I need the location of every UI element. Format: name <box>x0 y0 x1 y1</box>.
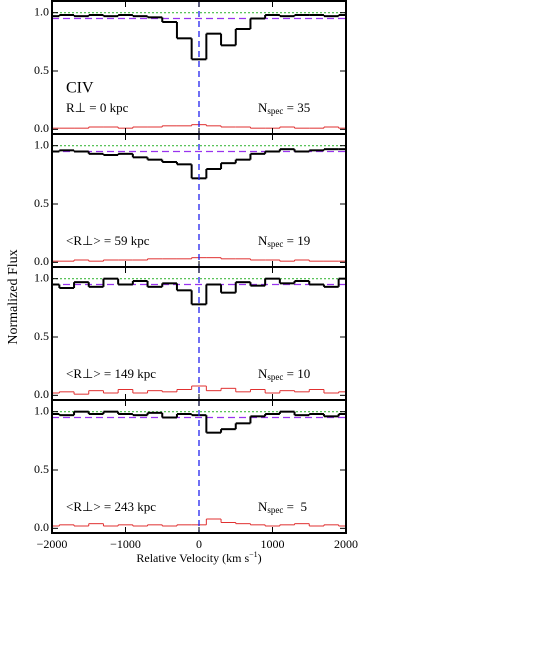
y-tick-label: 0.5 <box>34 462 49 476</box>
plot-area <box>52 1 346 134</box>
x-tick-label: −2000 <box>37 537 68 551</box>
y-tick-label: 1.0 <box>34 403 49 417</box>
x-tick-label: −1000 <box>110 537 141 551</box>
y-tick-label: 0.0 <box>34 387 49 401</box>
nspec-sub: spec <box>267 239 283 249</box>
nspec-rest: = 5 <box>283 499 307 514</box>
x-label-text: Relative Velocity (km s <box>136 551 249 565</box>
panel: 0.0 0.5 1.0 <R⊥> = 149 kpc Nspec = 10 <box>34 266 347 401</box>
y-tick-label: 0.5 <box>34 63 49 77</box>
nspec-sub: spec <box>267 505 283 515</box>
nspec-sub: spec <box>267 106 283 116</box>
impact-label: <R⊥> = 243 kpc <box>66 499 156 514</box>
y-tick-label: 0.5 <box>34 196 49 210</box>
nspec-main: N <box>258 233 268 248</box>
nspec-main: N <box>258 366 268 381</box>
plot-area <box>52 400 346 533</box>
x-axis-label: Relative Velocity (km s−1) <box>136 550 261 565</box>
x-tick-label: 2000 <box>334 537 358 551</box>
x-label-sup: −1 <box>249 550 258 559</box>
panel: 0.0 0.5 1.0 CIV R⊥ = 0 kpc Nspec = 35 <box>34 0 347 135</box>
impact-label: <R⊥> = 59 kpc <box>66 233 150 248</box>
nspec-label: Nspec = 5 <box>258 499 307 515</box>
y-tick-label: 1.0 <box>34 270 49 284</box>
plot-area <box>52 134 346 267</box>
y-tick-label: 0.5 <box>34 329 49 343</box>
y-tick-label: 1.0 <box>34 137 49 151</box>
nspec-main: N <box>258 499 268 514</box>
plot-area <box>52 267 346 400</box>
ion-label: CIV <box>66 80 94 97</box>
y-tick-label: 1.0 <box>34 4 49 18</box>
impact-label: R⊥ = 0 kpc <box>66 100 129 115</box>
y-tick-label: 0.0 <box>34 254 49 268</box>
y-tick-label: 0.0 <box>34 520 49 534</box>
nspec-rest: = 19 <box>283 233 310 248</box>
nspec-main: N <box>258 100 268 115</box>
nspec-sub: spec <box>267 372 283 382</box>
nspec-label: Nspec = 35 <box>258 100 310 116</box>
impact-label: <R⊥> = 149 kpc <box>66 366 156 381</box>
nspec-label: Nspec = 10 <box>258 366 310 382</box>
y-tick-label: 0.0 <box>34 121 49 135</box>
nspec-rest: = 35 <box>283 100 310 115</box>
x-tick-label: 1000 <box>261 537 285 551</box>
nspec-label: Nspec = 19 <box>258 233 310 249</box>
x-tick-label: 0 <box>196 537 202 551</box>
x-label-end: ) <box>258 551 262 565</box>
panel: 0.0 0.5 1.0 <R⊥> = 59 kpc Nspec = 19 <box>34 133 347 268</box>
y-axis-label: Normalized Flux <box>6 249 21 344</box>
nspec-rest: = 10 <box>283 366 310 381</box>
panel: 0.0 0.5 1.0 −2000 −1000 0 1000 2000 <R⊥> = 243 k… <box>34 399 358 565</box>
